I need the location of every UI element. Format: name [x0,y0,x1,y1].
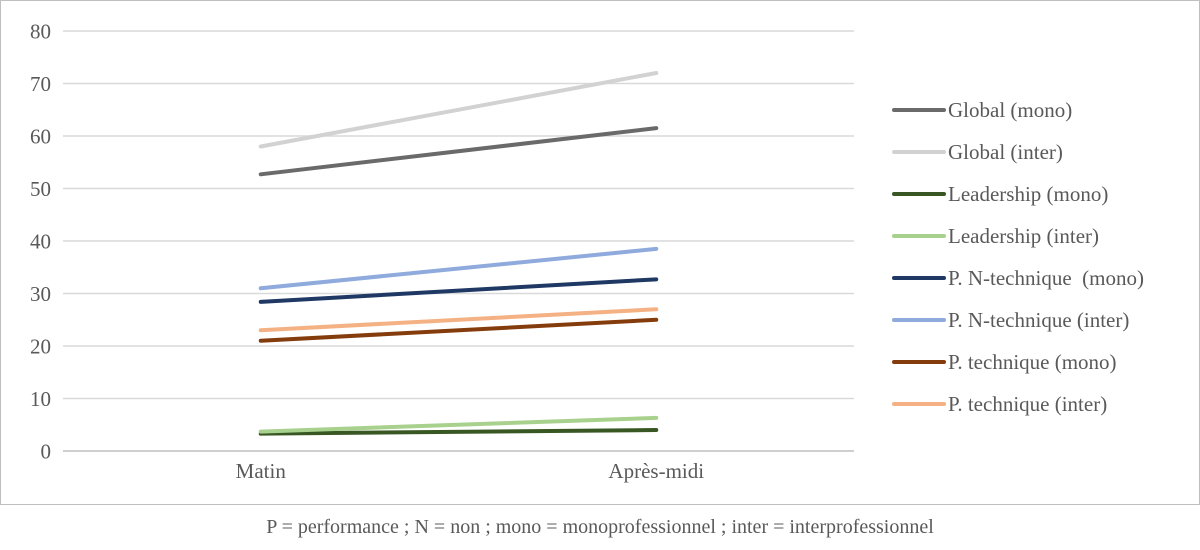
legend-item: Global (mono) [892,89,1144,131]
y-tick-label: 80 [30,20,51,44]
legend-label: P. technique (inter) [948,391,1108,416]
legend-line-swatch [892,192,946,196]
series-line-p-n-technique-inter [258,246,659,291]
y-tick-label: 50 [30,177,51,201]
series-line-leadership-mono [258,428,659,436]
series-line-global-mono [258,126,659,177]
legend-item: Leadership (mono) [892,173,1144,215]
y-tick-label: 20 [30,335,51,359]
x-category-label: Matin [236,459,287,483]
series-line-p-n-technique-mono [258,277,659,304]
series-line-leadership-inter [258,415,659,434]
legend-item: P. N-technique (inter) [892,299,1144,341]
y-tick-label: 70 [30,72,51,96]
series-line-p-technique-mono [258,317,659,343]
legend-item: P. technique (mono) [892,341,1144,383]
legend-label: Leadership (inter) [948,223,1100,248]
legend-item: Global (inter) [892,131,1144,173]
legend-line-swatch [892,276,946,280]
y-tick-label: 30 [30,282,51,306]
series-line-p-technique-inter [258,307,659,333]
x-category-label: Après-midi [608,459,704,483]
legend-label: P. technique (mono) [948,349,1117,374]
legend-line-swatch [892,360,946,364]
legend-item: Leadership (inter) [892,215,1144,257]
legend-line-swatch [892,402,946,406]
legend-item: P. N-technique (mono) [892,257,1144,299]
legend-line-swatch [892,150,946,154]
legend-label: P. N-technique (inter) [948,307,1130,332]
y-tick-label: 40 [30,230,51,254]
legend: Global (mono) Global (inter) Leadership (m… [892,89,1144,425]
legend-line-swatch [892,318,946,322]
legend-item: P. technique (inter) [892,383,1144,425]
legend-label: Global (mono) [948,97,1073,122]
y-tick-label: 0 [41,440,52,464]
caption: P = performance ; N = non ; mono = monop… [266,516,934,538]
legend-label: P. N-technique (mono) [948,265,1144,290]
legend-label: Leadership (mono) [948,181,1109,206]
series-line-global-inter [258,71,659,149]
y-tick-label: 60 [30,125,51,149]
y-tick-label: 10 [30,387,51,411]
chart-frame: 0 10 20 30 40 50 60 70 80 Matin Après-midi Global … [0,0,1200,505]
plot-svg: 0 10 20 30 40 50 60 70 80 Matin Après-midi [30,20,854,483]
legend-label: Global (inter) [948,139,1063,164]
legend-line-swatch [892,234,946,238]
legend-line-swatch [892,108,946,112]
